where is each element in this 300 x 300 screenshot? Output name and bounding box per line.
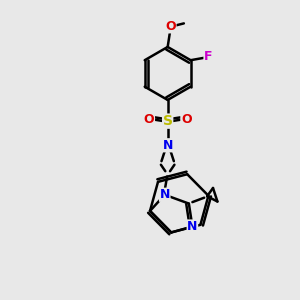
Text: O: O bbox=[181, 113, 191, 126]
Text: O: O bbox=[144, 113, 154, 126]
Text: F: F bbox=[204, 50, 212, 63]
Text: S: S bbox=[163, 114, 173, 128]
Text: N: N bbox=[187, 220, 198, 233]
Text: N: N bbox=[160, 188, 170, 201]
Text: O: O bbox=[165, 20, 176, 33]
Text: N: N bbox=[163, 139, 173, 152]
